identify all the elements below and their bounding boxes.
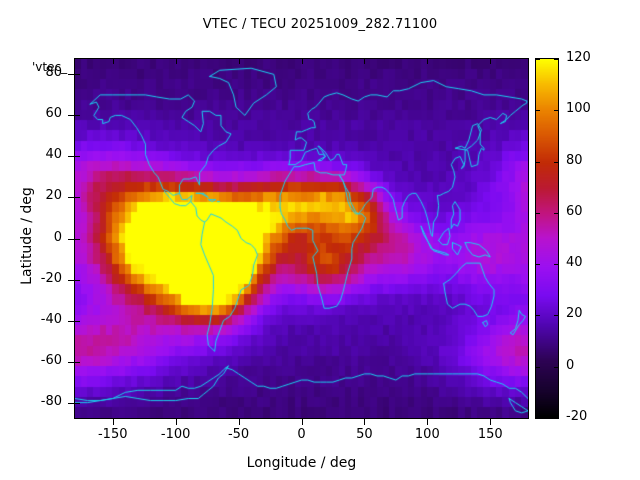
colorbar-tick-mark — [554, 59, 559, 60]
y-tick-mark-inner — [75, 156, 80, 158]
x-tick-label: 100 — [414, 427, 440, 442]
vtec-heatmap-canvas — [75, 59, 528, 418]
y-tick-mark-inner — [75, 320, 80, 322]
y-tick-mark — [68, 156, 74, 158]
colorbar-tick-label: 60 — [566, 203, 583, 219]
y-tick-mark — [68, 74, 74, 76]
x-tick-mark-inner — [364, 59, 366, 64]
colorbar-tick-label: 20 — [566, 306, 583, 322]
y-tick-mark — [68, 320, 74, 322]
colorbar-tick-mark — [535, 212, 540, 214]
colorbar-tick-label: 120 — [566, 50, 591, 65]
y-tick-mark-inner — [75, 238, 80, 240]
colorbar-tick-label: 0 — [566, 357, 575, 373]
y-tick-mark — [68, 402, 74, 404]
colorbar-tick-mark — [554, 161, 559, 163]
colorbar-gradient — [536, 59, 558, 418]
x-tick-mark — [238, 419, 240, 425]
colorbar-tick-mark — [535, 110, 540, 112]
x-tick-label: 150 — [477, 427, 503, 442]
x-tick-mark — [301, 419, 303, 425]
y-tick-mark-inner — [75, 279, 80, 281]
colorbar — [535, 58, 559, 419]
colorbar-tick-mark — [535, 418, 540, 419]
y-tick-mark-inner — [75, 115, 80, 117]
y-tick-mark-inner — [75, 197, 80, 199]
y-tick-mark-inner — [75, 361, 80, 363]
x-axis-title: Longitude / deg — [246, 455, 357, 471]
y-tick-label: -40 — [40, 311, 62, 327]
x-tick-mark — [175, 419, 177, 425]
x-tick-label: 0 — [297, 427, 306, 442]
map-plot-area — [74, 58, 529, 419]
x-tick-mark-inner — [301, 59, 303, 64]
stray-series-label: 'vtec_ — [32, 60, 68, 74]
y-tick-mark-inner — [75, 74, 80, 76]
y-tick-mark — [68, 115, 74, 117]
y-tick-label: 20 — [45, 188, 62, 204]
y-tick-mark-inner — [75, 402, 80, 404]
colorbar-tick-label: 40 — [566, 255, 583, 271]
y-tick-mark — [68, 279, 74, 281]
x-tick-label: -100 — [160, 427, 191, 442]
colorbar-tick-mark — [535, 161, 540, 163]
x-tick-mark-inner — [112, 59, 114, 64]
y-tick-label: -60 — [40, 352, 62, 368]
colorbar-tick-mark — [535, 366, 540, 368]
x-tick-mark — [364, 419, 366, 425]
colorbar-tick-mark — [535, 315, 540, 317]
y-tick-label: 40 — [45, 147, 62, 163]
x-tick-label: -50 — [227, 427, 250, 442]
colorbar-tick-mark — [554, 264, 559, 266]
colorbar-tick-mark — [554, 418, 559, 419]
x-tick-mark — [427, 419, 429, 425]
x-tick-mark-inner — [238, 59, 240, 64]
y-tick-label: 80 — [45, 65, 62, 81]
colorbar-tick-label: 80 — [566, 152, 583, 168]
x-tick-label: -150 — [97, 427, 128, 442]
y-tick-mark — [68, 238, 74, 240]
x-tick-mark — [490, 419, 492, 425]
y-tick-label: -20 — [40, 270, 62, 286]
colorbar-tick-mark — [535, 59, 540, 60]
x-tick-mark-inner — [175, 59, 177, 64]
x-tick-mark — [112, 419, 114, 425]
y-axis-title: Latitude / deg — [19, 187, 35, 285]
x-tick-label: 50 — [356, 427, 373, 442]
colorbar-tick-mark — [554, 110, 559, 112]
y-tick-label: 0 — [53, 229, 62, 245]
colorbar-tick-mark — [535, 264, 540, 266]
colorbar-tick-mark — [554, 366, 559, 368]
y-tick-mark — [68, 197, 74, 199]
colorbar-tick-label: -20 — [566, 409, 588, 424]
x-tick-mark-inner — [490, 59, 492, 64]
colorbar-tick-mark — [554, 315, 559, 317]
y-tick-label: -80 — [40, 393, 62, 409]
x-tick-mark-inner — [427, 59, 429, 64]
colorbar-tick-label: 100 — [566, 101, 591, 117]
colorbar-tick-mark — [554, 212, 559, 214]
y-tick-label: 60 — [45, 106, 62, 122]
y-tick-mark — [68, 361, 74, 363]
page-title: VTEC / TECU 20251009_282.71100 — [202, 17, 438, 32]
